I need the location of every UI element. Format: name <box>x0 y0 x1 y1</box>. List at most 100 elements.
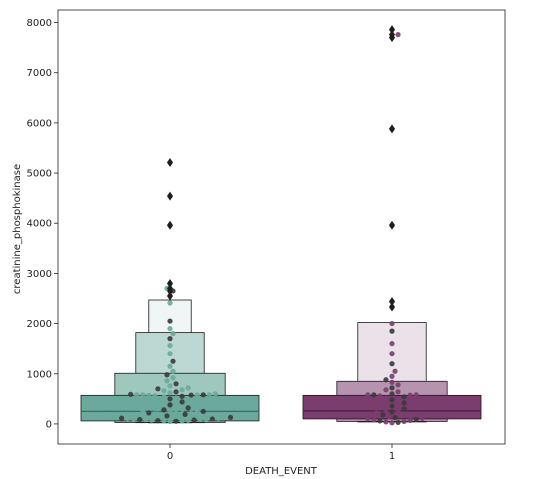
swarm-point <box>167 363 173 369</box>
swarm-point <box>170 413 176 420</box>
plot-background <box>58 10 505 444</box>
swarm-point <box>377 393 383 399</box>
outlier-marker <box>389 25 395 35</box>
swarm-point <box>164 413 170 419</box>
swarm-point <box>146 392 152 398</box>
swarm-point <box>383 387 389 393</box>
outlier-marker <box>167 283 173 293</box>
swarm-point <box>152 411 158 417</box>
y-tick-label: 4000 <box>27 219 52 230</box>
swarm-point <box>179 399 185 405</box>
swarm-point <box>167 351 173 357</box>
swarm-point <box>161 418 167 424</box>
swarm-point <box>128 391 134 397</box>
swarm-point <box>401 418 407 425</box>
swarm-point <box>215 415 221 422</box>
swarm-point <box>200 392 206 398</box>
y-tick-label: 8000 <box>27 18 52 29</box>
swarm-point <box>164 378 170 384</box>
swarm-point <box>395 396 401 402</box>
swarm-point <box>176 412 182 419</box>
outlier-marker <box>389 30 395 40</box>
swarm-point <box>106 414 113 420</box>
plot-area <box>58 10 505 444</box>
swarm-point <box>407 392 413 398</box>
swarm-point <box>206 392 212 398</box>
swarm-point <box>227 414 234 421</box>
swarm-point <box>209 416 215 422</box>
swarm-point <box>194 409 200 415</box>
swarm-point <box>149 404 155 410</box>
swarm-point <box>389 341 395 347</box>
swarm-point <box>413 416 419 423</box>
swarm-point <box>173 395 179 401</box>
swarm-point <box>155 418 161 424</box>
swarm-point <box>383 395 389 401</box>
swarm-point <box>173 401 179 407</box>
swarm-point <box>155 398 161 404</box>
swarm-point <box>395 382 401 388</box>
y-tick-label: 2000 <box>27 319 52 330</box>
swarm-point <box>389 351 395 357</box>
outlier-marker <box>167 220 173 230</box>
y-tick-label: 1000 <box>27 369 52 380</box>
outlier-marker <box>167 158 173 168</box>
swarm-point <box>401 400 407 406</box>
swarm-point <box>188 410 194 416</box>
swarm-point <box>146 410 152 416</box>
swarm-point <box>221 415 228 421</box>
swarm-point <box>173 407 179 413</box>
swarm-point <box>161 407 167 413</box>
x-tick-label: 0 <box>167 451 173 462</box>
outlier-marker <box>389 302 395 312</box>
y-axis-label: creatinine_phosphokinase <box>12 164 23 294</box>
swarm-point <box>386 414 392 420</box>
swarm-point <box>167 402 173 408</box>
swarm-point <box>377 405 383 411</box>
swarm-point <box>395 389 401 395</box>
swarm-point <box>179 418 185 424</box>
x-axis-label: DEATH_EVENT <box>245 466 318 477</box>
swarm-point <box>155 406 161 412</box>
swarm-point <box>167 326 173 332</box>
outlier-marker <box>167 291 173 301</box>
outlier-marker <box>167 278 173 288</box>
swarm-point <box>407 417 413 424</box>
swarm-point <box>383 407 389 413</box>
swarm-point <box>179 393 185 399</box>
swarm-point <box>161 400 167 406</box>
x-tick-label: 1 <box>389 451 395 462</box>
outlier-marker <box>389 220 395 230</box>
swarm-point <box>200 408 206 414</box>
swarm-point <box>395 419 401 426</box>
swarm-point <box>389 373 395 379</box>
swarm-point <box>167 336 173 342</box>
swarm-point <box>389 385 395 391</box>
outlier-markers <box>167 25 395 312</box>
swarm-point <box>161 388 167 394</box>
swarm-point <box>401 406 407 412</box>
swarm-point <box>380 412 386 418</box>
swarm-point <box>377 418 383 424</box>
swarm-point <box>167 300 173 306</box>
swarm-point <box>185 405 191 411</box>
swarm-point <box>389 320 395 327</box>
swarm-point <box>203 416 209 422</box>
swarm-point <box>407 398 413 404</box>
swarm-point <box>389 391 395 397</box>
swarm-point <box>194 392 200 398</box>
swarm-point <box>383 401 389 407</box>
swarm-point <box>392 415 398 421</box>
swarm-point <box>407 404 413 410</box>
swarm-point <box>167 390 173 396</box>
swarm-point <box>137 416 143 423</box>
swarm-point <box>170 331 176 337</box>
swarm-point <box>155 386 161 392</box>
swarm-point <box>185 385 191 391</box>
swarm-point <box>167 396 173 402</box>
y-tick-label: 6000 <box>27 118 52 129</box>
swarm-point <box>398 413 404 419</box>
swarm-point <box>134 392 140 398</box>
swarm-point <box>140 392 146 398</box>
swarm-point <box>140 409 146 415</box>
